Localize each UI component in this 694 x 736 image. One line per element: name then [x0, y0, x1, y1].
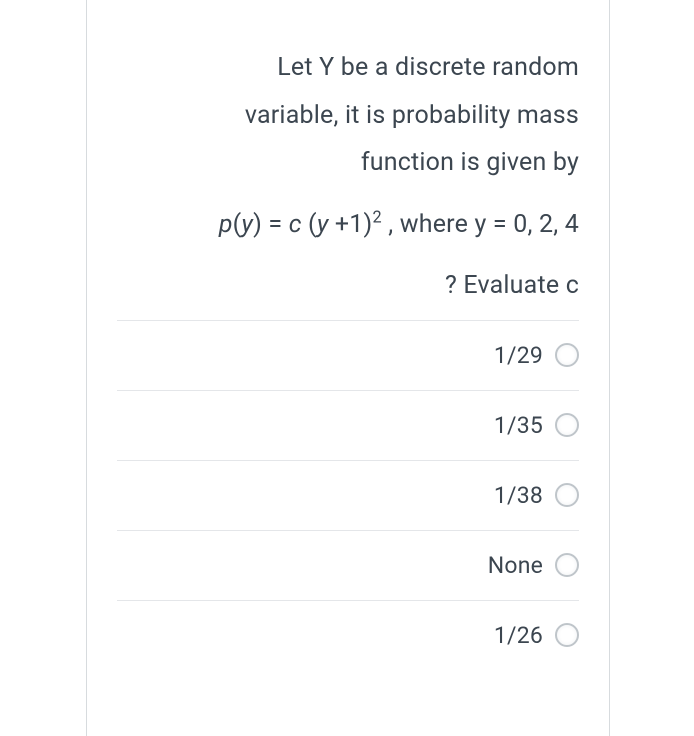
question-line-3: function is given by [117, 139, 579, 187]
radio-icon[interactable] [555, 623, 579, 647]
radio-icon[interactable] [555, 553, 579, 577]
question-ask: ? Evaluate c [117, 248, 579, 320]
option-row[interactable]: 1/38 [117, 460, 579, 530]
option-row[interactable]: 1/26 [117, 600, 579, 670]
option-label: 1/26 [494, 622, 555, 649]
question-line-1: Let Y be a discrete random [117, 44, 579, 92]
question-stem: Let Y be a discrete random variable, it … [87, 0, 609, 320]
question-line-2: variable, it is probability mass [117, 92, 579, 140]
option-row[interactable]: 1/35 [117, 390, 579, 460]
question-formula: p(y) = c (y +1)2 , where y = 0, 2, 4 [117, 187, 579, 249]
option-label: 1/29 [494, 342, 555, 369]
option-row[interactable]: 1/29 [117, 320, 579, 390]
option-label: 1/38 [494, 482, 555, 509]
question-card: Let Y be a discrete random variable, it … [86, 0, 610, 736]
options-list: 1/29 1/35 1/38 None 1/26 [87, 320, 609, 670]
radio-icon[interactable] [555, 483, 579, 507]
radio-icon[interactable] [555, 413, 579, 437]
option-row[interactable]: None [117, 530, 579, 600]
option-label: None [488, 552, 555, 579]
option-label: 1/35 [494, 412, 555, 439]
radio-icon[interactable] [555, 343, 579, 367]
